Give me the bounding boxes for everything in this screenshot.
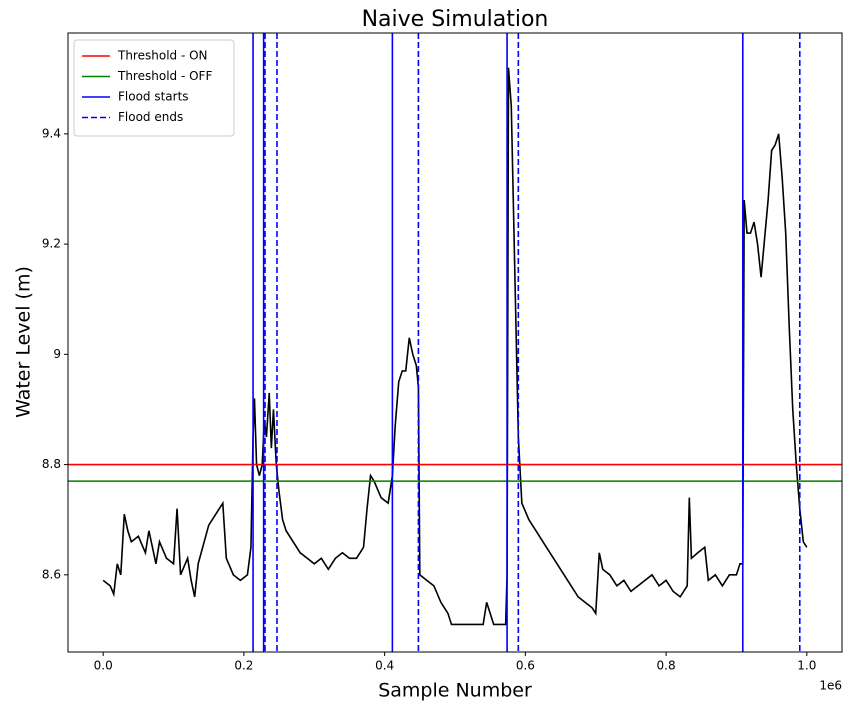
chart-title: Naive Simulation	[362, 7, 549, 32]
x-tick-label: 0.6	[516, 659, 535, 673]
water-level-line	[102, 67, 808, 626]
legend-label: Flood starts	[118, 90, 189, 104]
x-tick-label: 1.0	[797, 659, 816, 673]
y-tick-label: 9.2	[42, 237, 61, 251]
legend-label: Threshold - ON	[117, 49, 208, 63]
y-tick-label: 9	[53, 347, 61, 361]
y-tick-label: 9.4	[42, 126, 61, 140]
x-offset-label: 1e6	[819, 679, 842, 693]
x-tick-label: 0.4	[375, 659, 394, 673]
x-tick-label: 0.2	[234, 659, 253, 673]
y-tick-label: 8.8	[42, 457, 61, 471]
plot	[68, 33, 842, 652]
legend-box	[73, 39, 235, 137]
x-axis-label: Sample Number	[378, 680, 532, 702]
x-tick-label: 0.0	[94, 659, 113, 673]
y-axis-label: Water Level (m)	[13, 266, 35, 418]
y-tick-label: 8.6	[42, 567, 61, 581]
legend-label: Flood ends	[118, 110, 183, 124]
plot-frame	[67, 32, 843, 653]
x-tick-label: 0.8	[657, 659, 676, 673]
legend-label: Threshold - OFF	[117, 69, 212, 83]
